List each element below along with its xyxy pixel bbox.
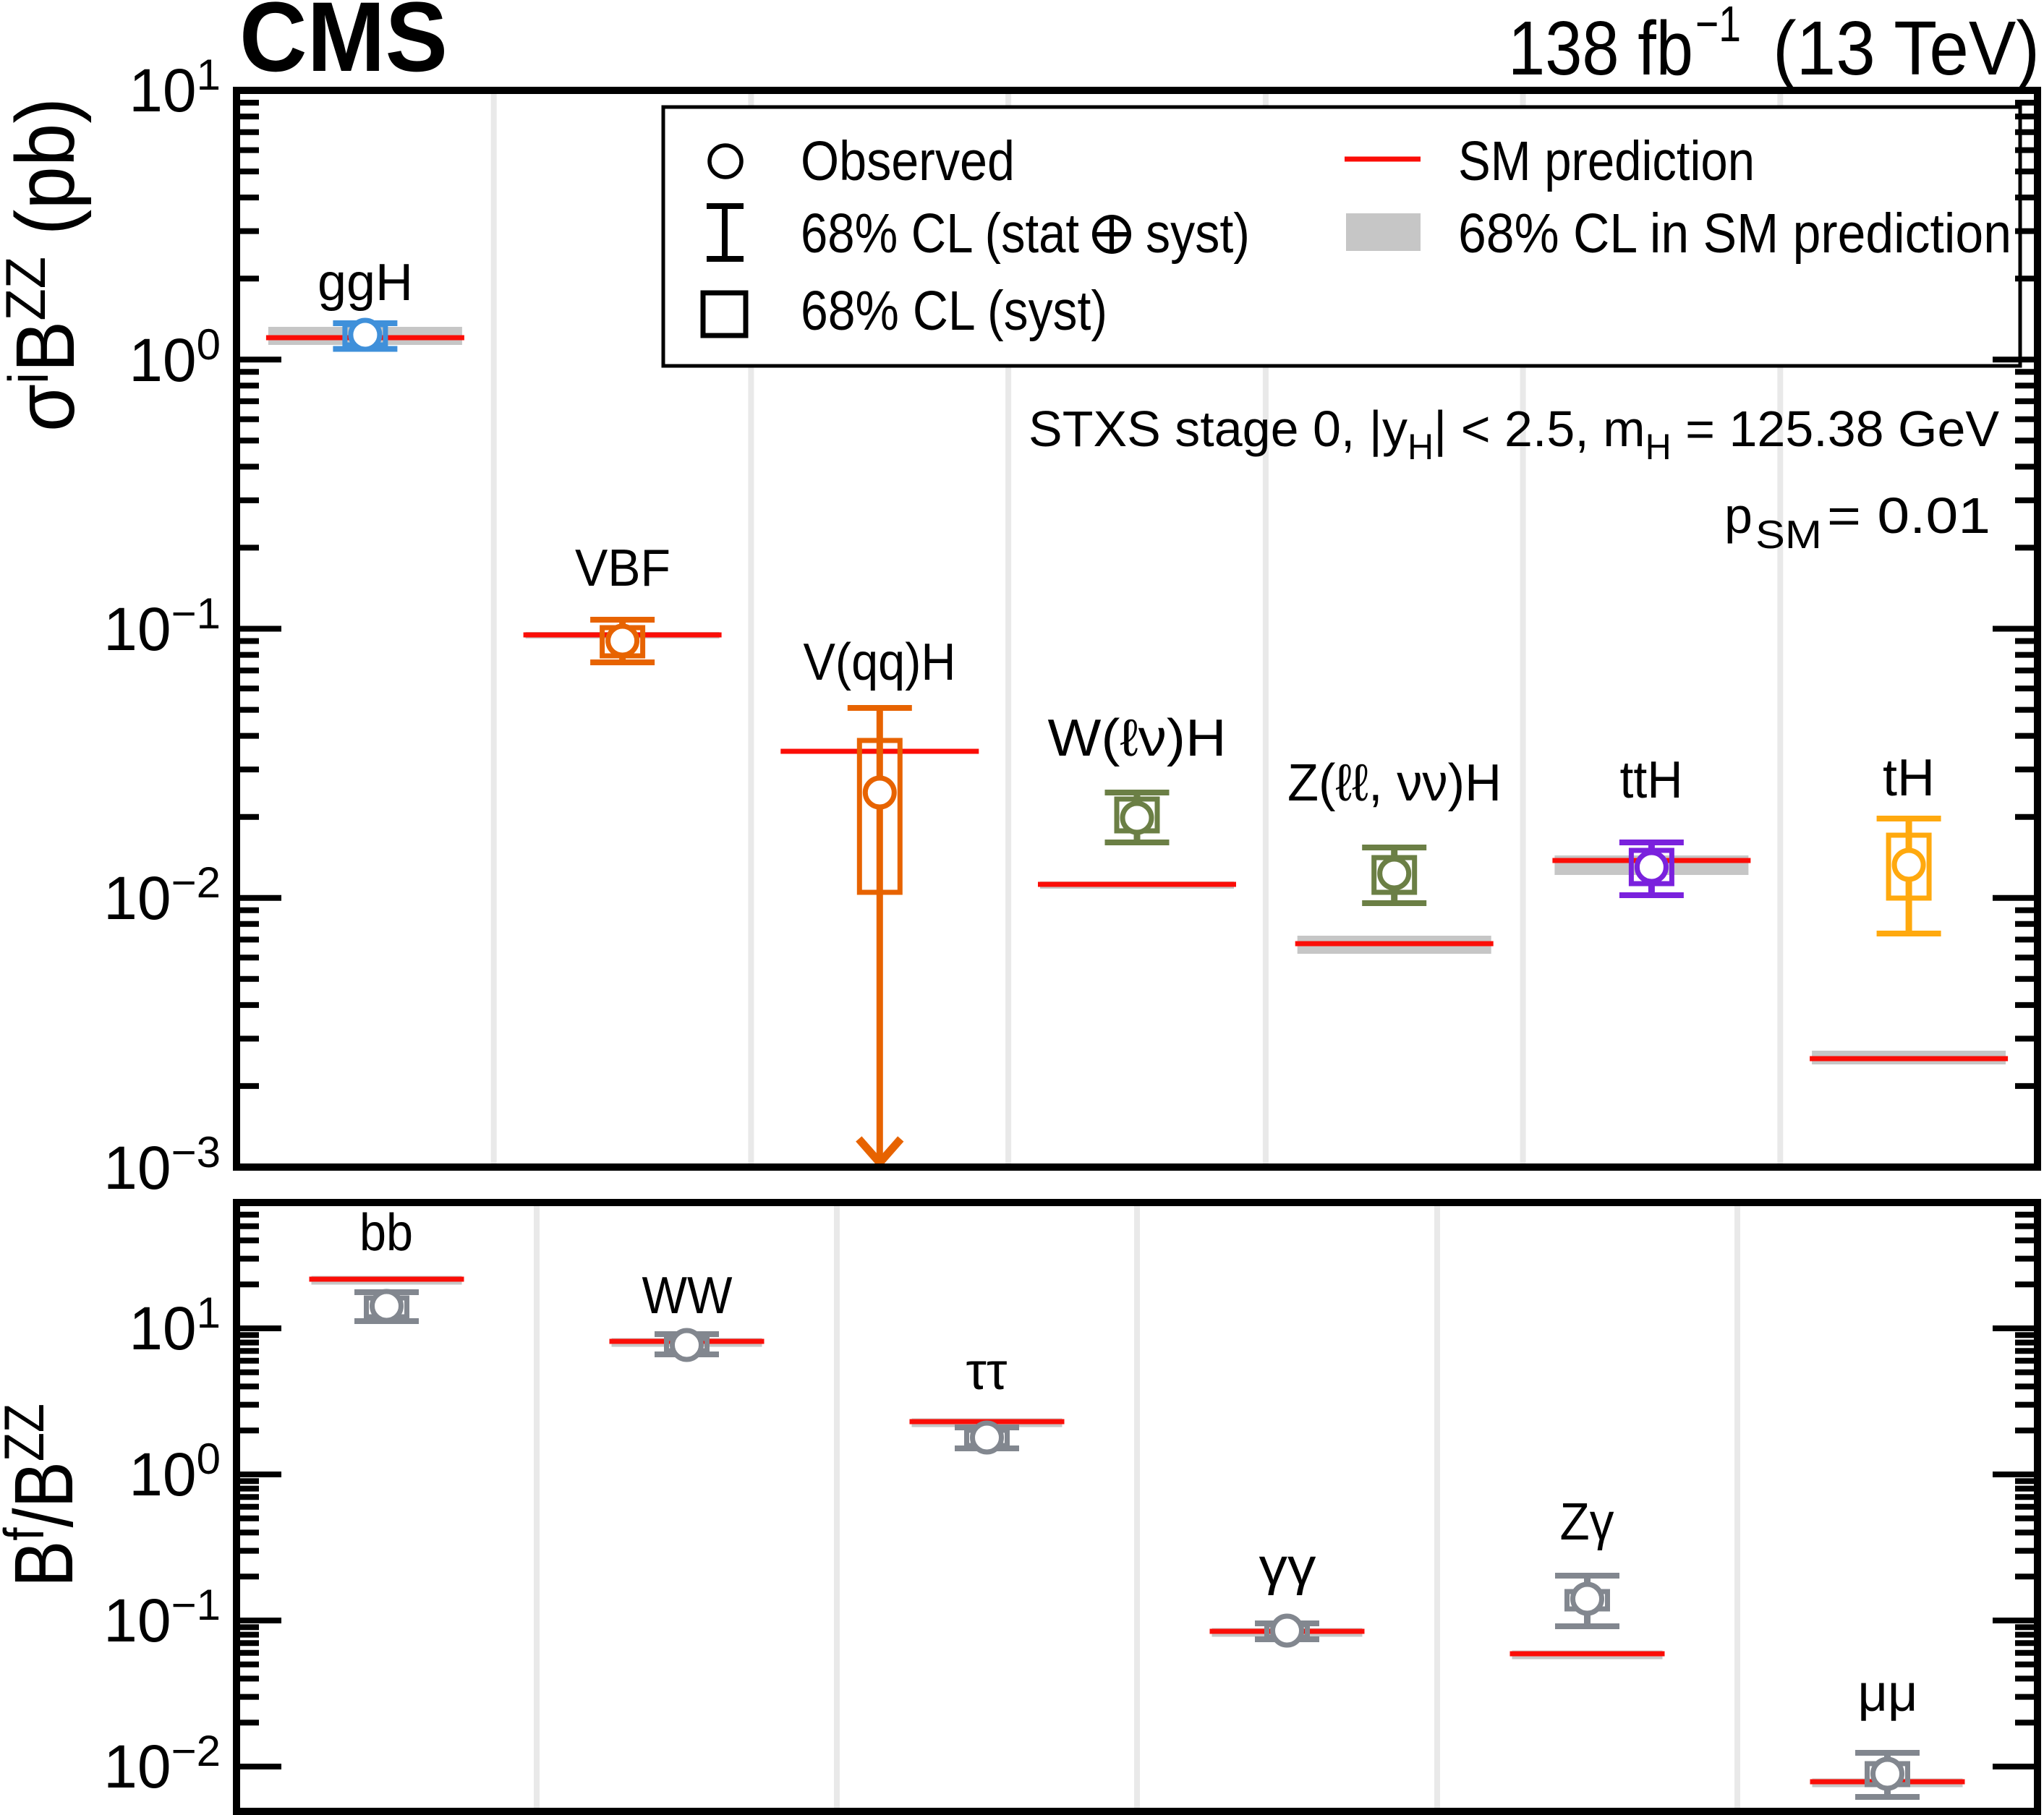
svg-text:SM: SM	[1755, 512, 1822, 557]
svg-text:ττ: ττ	[966, 1343, 1008, 1401]
svg-text:γγ: γγ	[1259, 1538, 1316, 1596]
svg-text:10−1: 10−1	[103, 589, 221, 663]
svg-text:tH: tH	[1883, 749, 1935, 807]
svg-text:SM prediction: SM prediction	[1458, 130, 1755, 192]
svg-text:ggH: ggH	[318, 254, 413, 312]
svg-text:(13 TeV): (13 TeV)	[1773, 6, 2040, 91]
svg-text:138 fb: 138 fb	[1508, 6, 1693, 91]
svg-text:= 0.01: = 0.01	[1827, 487, 1990, 544]
svg-text:p: p	[1724, 487, 1753, 544]
svg-text:ttH: ttH	[1620, 751, 1683, 809]
svg-text:Zγ: Zγ	[1560, 1493, 1614, 1551]
svg-text:68% CL (stat: 68% CL (stat	[801, 202, 1079, 265]
svg-text:Observed: Observed	[801, 130, 1015, 192]
svg-text:μμ: μμ	[1858, 1665, 1918, 1722]
svg-text:68% CL in SM prediction: 68% CL in SM prediction	[1458, 202, 2011, 265]
svg-text:STXS stage 0, |yH| < 2.5, mH =: STXS stage 0, |yH| < 2.5, mH = 125.38 Ge…	[1029, 401, 1999, 467]
svg-text:V(qq)H: V(qq)H	[804, 633, 956, 691]
svg-text:68% CL (syst): 68% CL (syst)	[801, 280, 1107, 342]
svg-text:syst): syst)	[1146, 202, 1250, 265]
svg-text:W(ℓν)H: W(ℓν)H	[1048, 709, 1227, 767]
svg-text:bb: bb	[359, 1204, 413, 1262]
svg-text:VBF: VBF	[575, 539, 670, 597]
svg-text:Z(ℓℓ, νν)H: Z(ℓℓ, νν)H	[1287, 754, 1502, 812]
svg-text:WW: WW	[642, 1267, 733, 1325]
svg-text:CMS: CMS	[239, 0, 448, 93]
svg-text:−1: −1	[1695, 0, 1741, 52]
